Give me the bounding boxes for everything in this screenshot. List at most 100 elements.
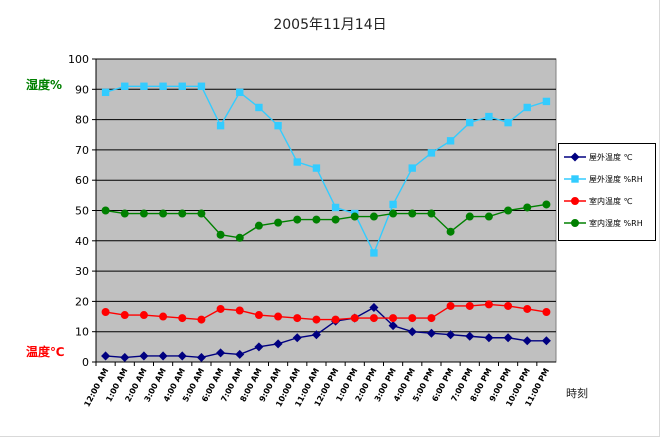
- data-point: [197, 82, 206, 90]
- data-point: [523, 203, 532, 212]
- legend-label: 室内湿度 %RH: [589, 219, 643, 228]
- data-point: [485, 112, 493, 121]
- data-point: [254, 311, 263, 320]
- temperature-axis-label: 温度℃: [26, 345, 65, 359]
- data-point: [120, 352, 130, 362]
- data-point: [235, 349, 245, 359]
- data-point: [197, 209, 206, 218]
- data-point: [312, 315, 321, 324]
- data-point: [331, 215, 340, 224]
- x-tick-label: 12:00 AM: [82, 367, 110, 409]
- data-point: [292, 333, 302, 343]
- humidity-axis-label: 湿度%: [26, 78, 63, 92]
- data-point: [101, 206, 110, 215]
- data-point: [158, 351, 168, 361]
- series-3: [101, 300, 551, 324]
- legend-marker: [571, 197, 579, 205]
- data-point: [446, 137, 455, 145]
- data-point: [389, 314, 398, 323]
- data-point: [427, 209, 436, 218]
- data-point: [159, 82, 167, 90]
- y-tick-label: 90: [75, 83, 89, 96]
- data-point: [178, 209, 187, 218]
- legend-item: 室内温度 ℃: [559, 194, 655, 210]
- y-tick-label: 10: [75, 326, 89, 339]
- legend-marker: [571, 219, 579, 227]
- data-point: [140, 82, 148, 90]
- data-point: [101, 308, 110, 317]
- chart-title: 2005年11月14日: [273, 17, 387, 33]
- legend-item: 屋外温度 ℃: [559, 150, 655, 166]
- legend-label: 屋外湿度 %RH: [589, 175, 643, 184]
- data-point: [427, 314, 436, 323]
- data-point: [465, 331, 475, 341]
- data-point: [350, 314, 359, 323]
- data-point: [236, 88, 244, 97]
- data-point: [446, 301, 455, 310]
- legend-label: 室内温度 ℃: [589, 197, 633, 206]
- legend-swatch: [564, 175, 586, 183]
- data-point: [274, 121, 282, 130]
- data-point: [504, 206, 513, 215]
- data-point: [466, 118, 474, 127]
- y-tick-label: 0: [82, 356, 89, 369]
- data-point: [312, 215, 321, 224]
- data-point: [274, 312, 283, 321]
- legend-item: 室内湿度 %RH: [559, 216, 655, 232]
- y-tick-label: 20: [75, 295, 89, 308]
- data-point: [196, 352, 206, 362]
- data-point: [465, 212, 474, 221]
- data-point: [523, 304, 532, 313]
- y-tick-label: 30: [75, 265, 89, 278]
- data-point: [139, 311, 148, 320]
- data-point: [426, 328, 436, 338]
- data-point: [331, 315, 340, 324]
- data-point: [159, 312, 168, 321]
- series-4: [101, 200, 551, 242]
- data-point: [484, 333, 494, 343]
- data-point: [484, 300, 493, 309]
- data-point: [408, 209, 417, 218]
- y-tick-label: 50: [75, 205, 89, 218]
- x-axis-title: 時刻: [566, 387, 588, 400]
- data-point: [504, 118, 512, 127]
- data-point: [407, 327, 417, 337]
- data-point: [177, 351, 187, 361]
- data-point: [541, 336, 551, 346]
- chart-legend: 屋外温度 ℃ 屋外湿度 %RH 室内温度 ℃ 室内湿度 %RH: [558, 143, 656, 241]
- y-tick-label: 100: [68, 53, 89, 66]
- data-point: [369, 314, 378, 323]
- data-point: [293, 215, 302, 224]
- data-point: [254, 221, 263, 230]
- data-point: [101, 88, 110, 97]
- data-point: [522, 336, 532, 346]
- legend-item: 屋外湿度 %RH: [559, 172, 655, 188]
- data-point: [312, 164, 321, 172]
- data-point: [178, 82, 186, 90]
- data-point: [216, 304, 225, 313]
- legend-marker: [570, 152, 580, 162]
- data-point: [484, 212, 493, 221]
- data-point: [446, 227, 455, 236]
- data-point: [388, 321, 398, 331]
- data-point: [408, 314, 417, 323]
- data-point: [216, 121, 225, 130]
- data-point: [504, 301, 513, 310]
- data-point: [120, 311, 129, 320]
- data-point: [311, 330, 321, 340]
- data-point: [197, 315, 206, 324]
- data-point: [369, 302, 379, 312]
- legend-marker: [571, 175, 579, 183]
- data-point: [139, 209, 148, 218]
- data-point: [293, 314, 302, 323]
- data-point: [293, 158, 301, 166]
- data-point: [370, 249, 378, 257]
- data-point: [255, 103, 263, 112]
- y-tick-label: 70: [75, 144, 89, 157]
- data-point: [350, 212, 359, 221]
- data-point: [465, 301, 474, 310]
- data-point: [542, 308, 551, 317]
- data-point: [274, 218, 283, 227]
- data-point: [216, 348, 226, 358]
